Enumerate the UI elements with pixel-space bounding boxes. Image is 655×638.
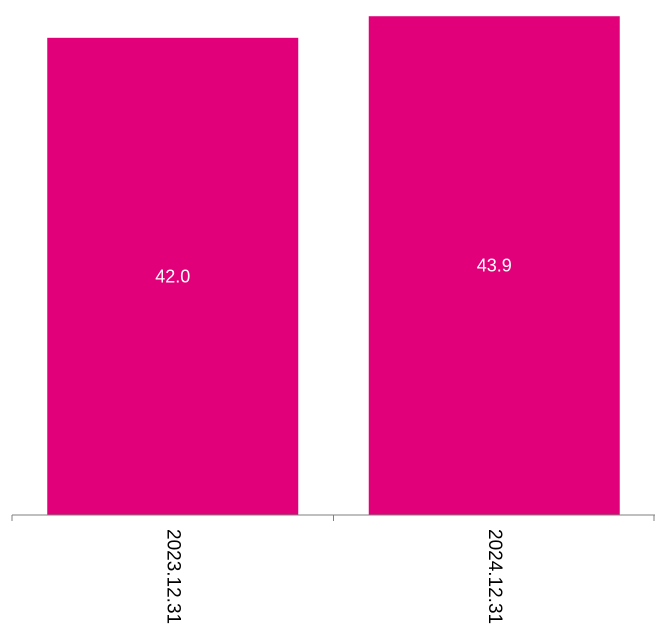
tick-labels-group: 2023.12.31 2024.12.31: [162, 529, 505, 624]
x-tick-label-2024.12.31: 2024.12.31: [484, 529, 505, 624]
bar-2023.12.31: [47, 37, 299, 515]
bar-2024.12.31: [368, 16, 620, 516]
data-label-2023.12.31: 42.0: [155, 266, 190, 286]
data-label-2024.12.31: 43.9: [477, 256, 512, 276]
x-axis: [11, 514, 655, 521]
data-labels-group: 42.0 43.9: [155, 256, 512, 287]
x-tick-label-2023.12.31: 2023.12.31: [162, 529, 183, 624]
bars-group: [47, 16, 620, 516]
